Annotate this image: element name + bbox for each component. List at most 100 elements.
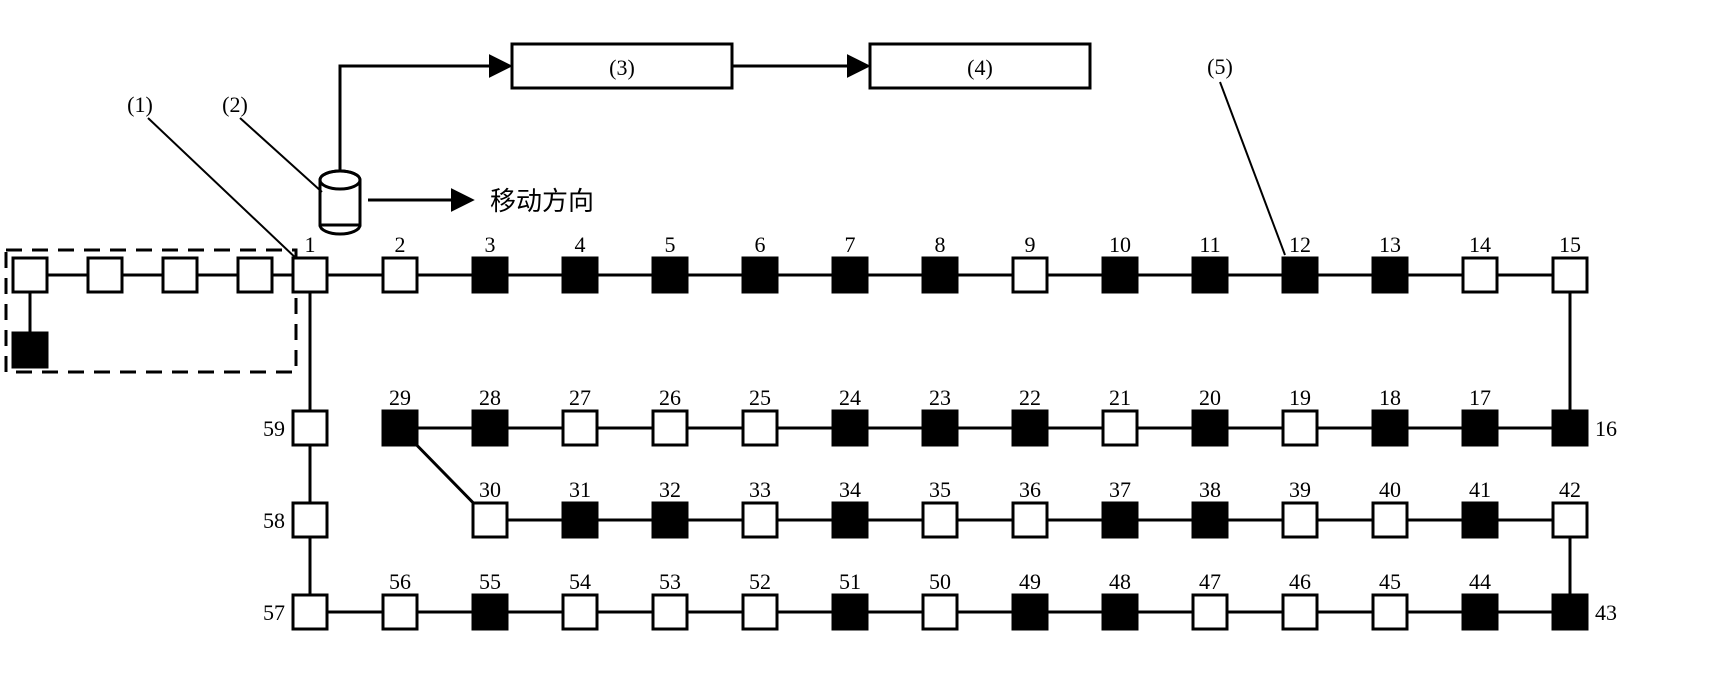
node-53: [653, 595, 687, 629]
node-58: [293, 503, 327, 537]
node-24: [833, 411, 867, 445]
node-label-17: 17: [1469, 385, 1491, 410]
node-25: [743, 411, 777, 445]
node-50: [923, 595, 957, 629]
node-30: [473, 503, 507, 537]
node-11: [1193, 258, 1227, 292]
node-label-13: 13: [1379, 232, 1401, 257]
label-2: (2): [222, 92, 248, 117]
arrow-cyl-to-3: [340, 66, 508, 171]
node-label-39: 39: [1289, 477, 1311, 502]
node-35: [923, 503, 957, 537]
node-label-35: 35: [929, 477, 951, 502]
node-label-57: 57: [263, 600, 285, 625]
node-label-56: 56: [389, 569, 411, 594]
node-label-40: 40: [1379, 477, 1401, 502]
node-17: [1463, 411, 1497, 445]
node-44: [1463, 595, 1497, 629]
node-15: [1553, 258, 1587, 292]
node-2: [383, 258, 417, 292]
node-label-28: 28: [479, 385, 501, 410]
node-label-51: 51: [839, 569, 861, 594]
node-label-49: 49: [1019, 569, 1041, 594]
node-33: [743, 503, 777, 537]
node-label-10: 10: [1109, 232, 1131, 257]
node-22: [1013, 411, 1047, 445]
node-55: [473, 595, 507, 629]
node-label-31: 31: [569, 477, 591, 502]
node-29: [383, 411, 417, 445]
node-13: [1373, 258, 1407, 292]
node-label-19: 19: [1289, 385, 1311, 410]
leader-1: [148, 118, 300, 262]
node-label-2: 2: [395, 232, 406, 257]
node-31: [563, 503, 597, 537]
node-6: [743, 258, 777, 292]
node-label-20: 20: [1199, 385, 1221, 410]
node-label-55: 55: [479, 569, 501, 594]
node-38: [1193, 503, 1227, 537]
node-label-9: 9: [1025, 232, 1036, 257]
node-label-12: 12: [1289, 232, 1311, 257]
sensor-cylinder: [320, 171, 360, 234]
node-41: [1463, 503, 1497, 537]
node-label-44: 44: [1469, 569, 1491, 594]
pre-node-2: [163, 258, 197, 292]
node-45: [1373, 595, 1407, 629]
node-27: [563, 411, 597, 445]
node-label-42: 42: [1559, 477, 1581, 502]
node-12: [1283, 258, 1317, 292]
node-7: [833, 258, 867, 292]
node-label-25: 25: [749, 385, 771, 410]
node-40: [1373, 503, 1407, 537]
node-42: [1553, 503, 1587, 537]
node-label-23: 23: [929, 385, 951, 410]
node-34: [833, 503, 867, 537]
node-label-22: 22: [1019, 385, 1041, 410]
node-4: [563, 258, 597, 292]
node-label-34: 34: [839, 477, 861, 502]
node-54: [563, 595, 597, 629]
node-label-1: 1: [305, 232, 316, 257]
node-label-45: 45: [1379, 569, 1401, 594]
node-5: [653, 258, 687, 292]
node-3: [473, 258, 507, 292]
node-label-8: 8: [935, 232, 946, 257]
node-14: [1463, 258, 1497, 292]
leader-5: [1220, 82, 1285, 255]
leader-2: [240, 118, 322, 192]
node-16: [1553, 411, 1587, 445]
node-label-21: 21: [1109, 385, 1131, 410]
node-59: [293, 411, 327, 445]
node-51: [833, 595, 867, 629]
node-23: [923, 411, 957, 445]
node-8: [923, 258, 957, 292]
node-label-4: 4: [575, 232, 586, 257]
node-37: [1103, 503, 1137, 537]
pre-node-0: [13, 258, 47, 292]
node-label-26: 26: [659, 385, 681, 410]
node-label-5: 5: [665, 232, 676, 257]
pre-node-1: [88, 258, 122, 292]
node-20: [1193, 411, 1227, 445]
node-label-7: 7: [845, 232, 856, 257]
node-18: [1373, 411, 1407, 445]
node-48: [1103, 595, 1137, 629]
node-label-32: 32: [659, 477, 681, 502]
node-label-50: 50: [929, 569, 951, 594]
node-39: [1283, 503, 1317, 537]
node-label-52: 52: [749, 569, 771, 594]
label-4: (4): [967, 55, 993, 80]
node-label-46: 46: [1289, 569, 1311, 594]
node-label-48: 48: [1109, 569, 1131, 594]
node-label-30: 30: [479, 477, 501, 502]
node-label-14: 14: [1469, 232, 1491, 257]
node-label-54: 54: [569, 569, 591, 594]
node-label-47: 47: [1199, 569, 1221, 594]
node-label-6: 6: [755, 232, 766, 257]
node-28: [473, 411, 507, 445]
label-move-dir: 移动方向: [490, 187, 594, 216]
node-label-29: 29: [389, 385, 411, 410]
node-26: [653, 411, 687, 445]
node-46: [1283, 595, 1317, 629]
